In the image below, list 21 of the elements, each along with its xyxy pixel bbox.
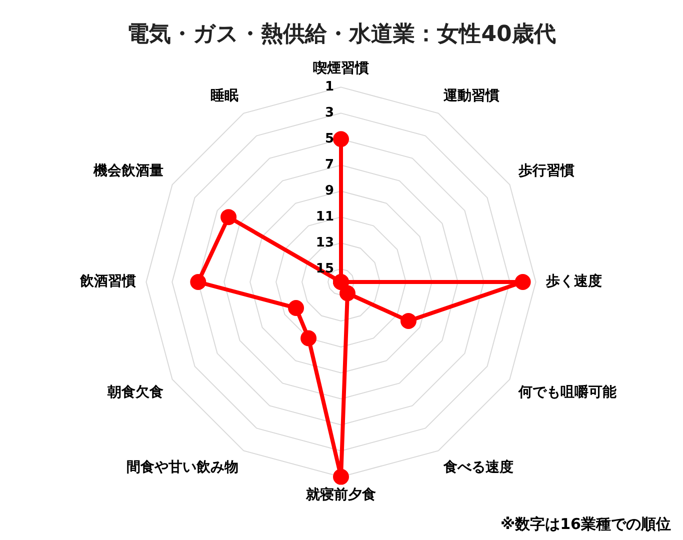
- text: ※数字は16業種での順位: [500, 515, 671, 534]
- spoke-label: 食べる速度: [442, 458, 514, 476]
- spoke-label: 歩行習慣: [517, 162, 574, 179]
- y-tick-label: 13: [316, 235, 334, 250]
- y-tick-label: 7: [324, 157, 334, 172]
- spoke-label: 睡眠: [210, 88, 239, 104]
- spoke-label: 喫煙習慣: [313, 60, 369, 76]
- y-tick-label: 9: [324, 183, 334, 198]
- chart-title: 電気・ガス・熱供給・水道業：女性40歳代: [127, 22, 556, 47]
- spoke-label: 運動習慣: [442, 88, 500, 104]
- spoke-label: 飲酒習慣: [79, 274, 136, 290]
- spoke-label: 朝食欠食: [106, 384, 164, 400]
- y-tick-label: 11: [316, 209, 334, 224]
- spoke-label: 機会飲酒量: [92, 162, 164, 179]
- spoke-label: 何でも咀嚼可能: [517, 383, 618, 400]
- spoke-label: 就寝前夕食: [305, 486, 376, 503]
- y-tick-label: 1: [324, 80, 334, 95]
- spoke-label: 歩く速度: [544, 272, 602, 290]
- y-tick-label: 3: [324, 106, 334, 121]
- spoke-label: 間食や甘い飲み物: [126, 459, 239, 476]
- y-tick-label: 5: [324, 132, 334, 147]
